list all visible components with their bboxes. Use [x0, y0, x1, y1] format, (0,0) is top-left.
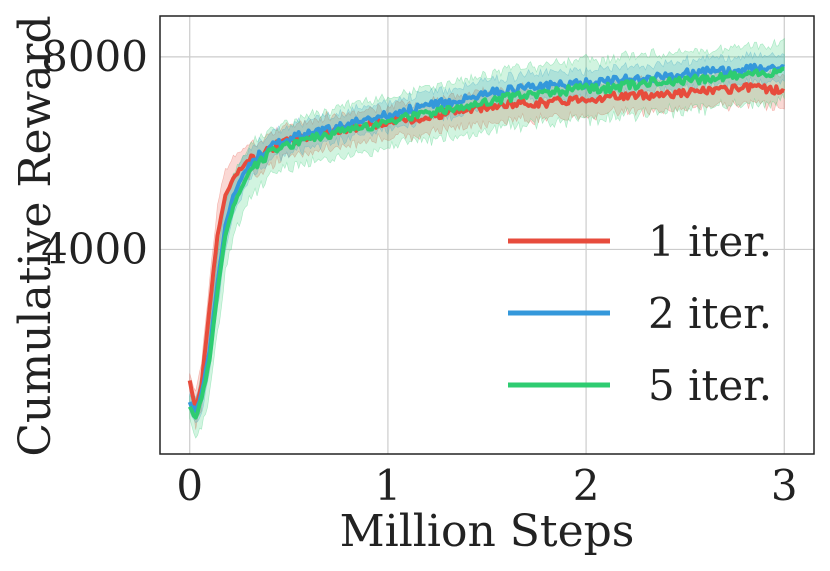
- legend-label: 1 iter.: [648, 217, 772, 266]
- legend-entry: 1 iter.: [508, 217, 772, 266]
- y-tick-label: 4000: [41, 224, 148, 273]
- confidence-bands: [189, 37, 785, 439]
- band-2-iter: [189, 50, 785, 423]
- legend: 1 iter. 2 iter. 5 iter.: [508, 217, 772, 410]
- x-tick-label: 0: [176, 461, 203, 510]
- line-5-iter: [187, 66, 785, 420]
- legend-label: 5 iter.: [648, 361, 772, 410]
- y-tick-label: 8000: [41, 32, 148, 81]
- x-tick-label: 3: [771, 461, 798, 510]
- plot-frame: [159, 15, 815, 455]
- series-lines: [187, 62, 786, 420]
- band-5-iter: [189, 37, 785, 439]
- x-tick-label: 2: [573, 461, 600, 510]
- legend-entry: 2 iter.: [508, 289, 772, 338]
- y-ticks: 4000 8000: [41, 32, 148, 274]
- legend-label: 2 iter.: [648, 289, 772, 338]
- legend-entry: 5 iter.: [508, 361, 772, 410]
- band-1-iter: [189, 66, 785, 430]
- x-axis-label: Million Steps: [340, 506, 635, 557]
- x-tick-label: 1: [375, 461, 402, 510]
- y-axis-label: Cumulative Reward: [10, 15, 61, 456]
- x-ticks: 0 1 2 3: [176, 461, 797, 510]
